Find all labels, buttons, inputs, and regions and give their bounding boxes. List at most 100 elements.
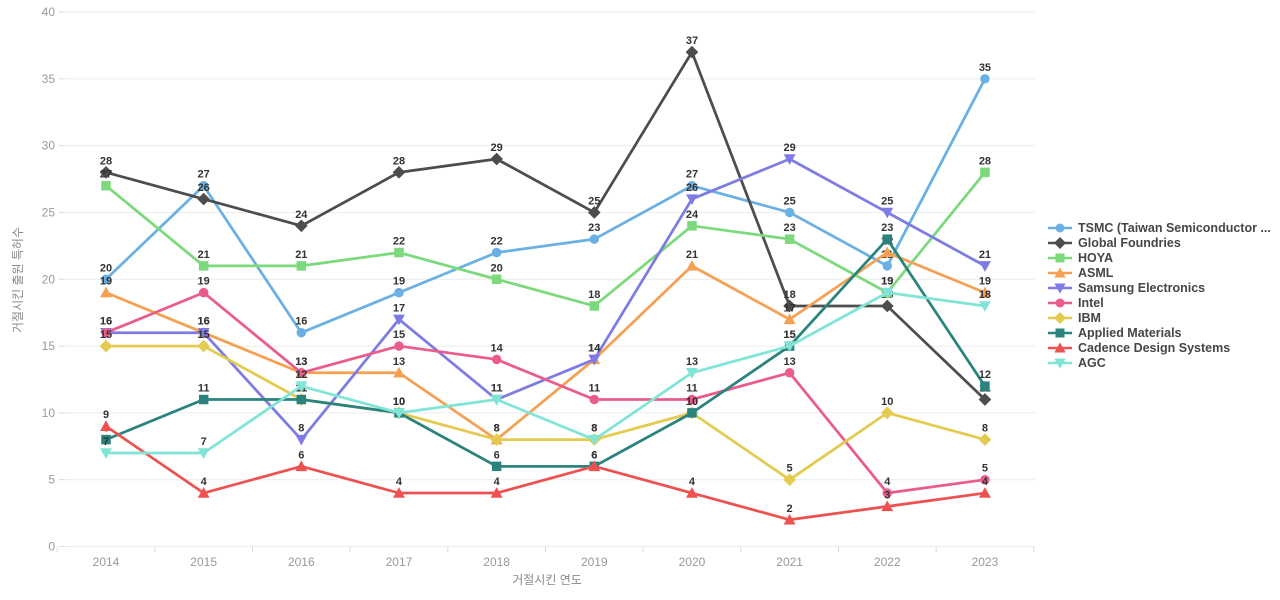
data-point[interactable] (880, 299, 894, 313)
data-point[interactable] (197, 339, 210, 353)
data-point[interactable] (294, 219, 308, 233)
data-point[interactable] (589, 301, 600, 311)
data-point[interactable] (686, 487, 698, 498)
data-point[interactable] (491, 354, 502, 365)
data-point[interactable] (980, 74, 990, 84)
data-point[interactable] (197, 448, 210, 459)
data-point[interactable] (101, 274, 111, 285)
data-point[interactable] (687, 394, 697, 405)
data-point[interactable] (784, 207, 795, 218)
data-point[interactable] (393, 408, 405, 419)
data-point[interactable] (783, 473, 796, 487)
data-point[interactable] (686, 194, 698, 206)
data-point[interactable] (198, 287, 209, 298)
data-point[interactable] (686, 259, 698, 271)
data-point[interactable] (882, 488, 893, 498)
data-label: 15 (100, 329, 112, 341)
data-point[interactable] (100, 286, 112, 298)
data-point[interactable] (686, 368, 698, 379)
data-point[interactable] (978, 433, 992, 446)
data-point[interactable] (197, 327, 210, 339)
data-point[interactable] (101, 434, 111, 445)
data-point[interactable] (490, 433, 503, 446)
data-point[interactable] (980, 474, 990, 485)
data-point[interactable] (979, 487, 991, 498)
legend-item-6[interactable]: IBM (1048, 311, 1271, 325)
data-point[interactable] (980, 381, 990, 391)
data-point[interactable] (783, 313, 796, 325)
data-point[interactable] (295, 460, 308, 472)
data-point[interactable] (491, 461, 502, 472)
data-point[interactable] (783, 154, 796, 165)
data-point[interactable] (881, 207, 894, 219)
data-point[interactable] (882, 261, 893, 271)
data-point[interactable] (587, 206, 601, 219)
legend-item-0[interactable]: TSMC (Taiwan Semiconductor ... (1048, 221, 1271, 235)
data-point[interactable] (197, 192, 210, 206)
data-point[interactable] (490, 394, 503, 406)
data-point[interactable] (882, 234, 893, 244)
data-point[interactable] (978, 393, 992, 406)
data-point[interactable] (980, 167, 990, 178)
legend-label: Samsung Electronics (1078, 281, 1206, 295)
data-point[interactable] (392, 166, 406, 179)
legend-item-9[interactable]: AGC (1048, 356, 1271, 370)
data-label: 19 (881, 276, 893, 288)
data-point[interactable] (296, 327, 307, 338)
legend-item-2[interactable]: HOYA (1048, 251, 1271, 265)
data-point[interactable] (198, 261, 209, 271)
data-point[interactable] (588, 460, 601, 472)
data-point[interactable] (394, 247, 404, 258)
data-point[interactable] (394, 287, 404, 298)
data-point[interactable] (295, 381, 308, 393)
data-point[interactable] (589, 394, 600, 405)
data-point[interactable] (99, 166, 113, 179)
data-point[interactable] (198, 180, 209, 191)
legend-item-8[interactable]: Cadence Design Systems (1048, 341, 1271, 355)
data-point[interactable] (881, 500, 894, 512)
legend-item-4[interactable]: Samsung Electronics (1048, 281, 1271, 295)
data-point[interactable] (296, 368, 307, 378)
data-point[interactable] (393, 487, 405, 498)
data-point[interactable] (783, 341, 796, 352)
data-point[interactable] (685, 45, 699, 59)
data-point[interactable] (979, 301, 991, 312)
data-point[interactable] (394, 341, 404, 351)
data-point[interactable] (979, 261, 991, 272)
data-point[interactable] (490, 152, 503, 166)
data-point[interactable] (784, 234, 795, 244)
data-point[interactable] (101, 327, 111, 338)
data-point[interactable] (687, 221, 697, 231)
data-point[interactable] (783, 299, 796, 313)
data-point[interactable] (880, 406, 894, 420)
data-point[interactable] (491, 274, 502, 285)
data-point[interactable] (784, 368, 795, 378)
legend-item-1[interactable]: Global Foundries (1048, 236, 1271, 250)
data-point[interactable] (101, 180, 111, 191)
data-point[interactable] (100, 420, 112, 431)
data-point[interactable] (100, 448, 112, 459)
legend-item-7[interactable]: Applied Materials (1048, 326, 1271, 340)
data-point[interactable] (491, 247, 502, 258)
data-point[interactable] (589, 234, 600, 244)
data-point[interactable] (783, 513, 796, 525)
data-point[interactable] (490, 487, 503, 498)
data-point[interactable] (393, 314, 405, 326)
data-point[interactable] (687, 180, 697, 191)
data-point[interactable] (296, 261, 307, 271)
data-point[interactable] (393, 366, 405, 378)
data-point[interactable] (99, 339, 113, 353)
data-point[interactable] (295, 434, 308, 446)
legend-item-3[interactable]: ASML (1048, 266, 1271, 280)
data-point[interactable] (588, 354, 601, 366)
data-point[interactable] (881, 246, 894, 258)
data-point[interactable] (198, 394, 209, 405)
legend-item-5[interactable]: Intel (1048, 296, 1271, 310)
data-point[interactable] (296, 394, 307, 405)
data-point[interactable] (588, 434, 601, 446)
data-point[interactable] (197, 487, 210, 498)
data-point[interactable] (881, 287, 894, 299)
data-label: 6 (591, 449, 597, 461)
data-point[interactable] (687, 408, 697, 418)
data-point[interactable] (979, 286, 991, 298)
